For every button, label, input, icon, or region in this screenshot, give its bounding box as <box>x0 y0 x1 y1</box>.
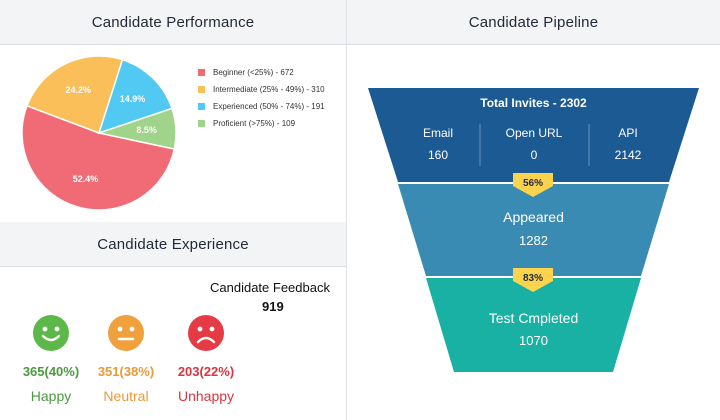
legend-item-intermediate[interactable]: Intermediate (25% - 49%) - 310 <box>198 81 325 98</box>
pipeline-title: Candidate Pipeline <box>468 13 599 31</box>
api-label: API <box>618 126 638 140</box>
pipeline-header: Candidate Pipeline <box>347 0 720 45</box>
legend-label-beginner: Beginner (<25%) - 672 <box>213 68 294 77</box>
left-panel: Candidate Performance 52.4% 24.2% 14.9% 8.5… <box>0 0 346 420</box>
happy-face-icon <box>33 315 69 351</box>
pie-label-experienced: 14.9% <box>120 94 146 104</box>
appeared-value: 1282 <box>519 233 548 248</box>
pipeline-funnel <box>368 88 699 372</box>
performance-pie-chart: 52.4% 24.2% 14.9% 8.5% <box>21 55 177 211</box>
feedback-count: 919 <box>262 299 284 314</box>
legend-swatch-experienced <box>198 103 205 110</box>
legend-label-proficient: Proficient (>75%) - 109 <box>213 119 296 128</box>
right-panel: Candidate Pipeline Total Invites - 2302 … <box>347 0 720 420</box>
legend-swatch-intermediate <box>198 86 205 93</box>
funnel-stage-completed[interactable] <box>426 278 641 372</box>
legend-swatch-proficient <box>198 120 205 127</box>
completed-label: Test Cmpleted <box>488 310 579 326</box>
conversion-badge-2-text: 83% <box>522 273 543 284</box>
total-invites-title: Total Invites - 2302 <box>480 96 587 110</box>
pie-slice-experienced[interactable] <box>97 58 173 135</box>
unhappy-face-icon <box>188 315 224 351</box>
funnel-stage-invites[interactable] <box>368 88 699 182</box>
open-url-value: 0 <box>530 148 538 162</box>
conversion-badge-2 <box>513 268 553 292</box>
legend-label-intermediate: Intermediate (25% - 49%) - 310 <box>213 85 325 94</box>
pie-slice-intermediate[interactable] <box>26 55 124 134</box>
open-url-label: Open URL <box>505 126 563 140</box>
legend-swatch-beginner <box>198 69 205 76</box>
legend-item-proficient[interactable]: Proficient (>75%) - 109 <box>198 115 325 132</box>
email-label: Email <box>422 126 453 140</box>
completed-value: 1070 <box>519 333 548 348</box>
performance-title: Candidate Performance <box>91 13 255 31</box>
funnel-stage-appeared[interactable] <box>398 184 669 276</box>
experience-header: Candidate Experience <box>0 222 346 267</box>
happy-label: Happy <box>30 388 72 404</box>
legend-item-experienced[interactable]: Experienced (50% - 74%) - 191 <box>198 98 325 115</box>
experience-title: Candidate Experience <box>97 235 249 253</box>
unhappy-label: Unhappy <box>177 388 235 404</box>
pie-label-beginner: 52.4% <box>73 174 99 184</box>
legend-item-beginner[interactable]: Beginner (<25%) - 672 <box>198 64 325 81</box>
pie-label-intermediate: 24.2% <box>65 85 91 95</box>
appeared-label: Appeared <box>503 209 564 225</box>
panel-divider <box>346 0 347 420</box>
neutral-label: Neutral <box>103 388 149 404</box>
feedback-title: Candidate Feedback <box>210 280 330 295</box>
performance-header: Candidate Performance <box>0 0 346 45</box>
pie-label-proficient: 8.5% <box>136 125 157 135</box>
unhappy-value: 203(22%) <box>177 364 235 379</box>
email-value: 160 <box>427 148 449 162</box>
pie-slice-proficient[interactable] <box>96 107 177 150</box>
legend-label-experienced: Experienced (50% - 74%) - 191 <box>213 102 325 111</box>
conversion-badge-1-text: 56% <box>522 178 543 189</box>
api-value: 2142 <box>614 148 642 162</box>
conversion-badge-1 <box>513 173 553 197</box>
neutral-value: 351(38%) <box>97 364 155 379</box>
pie-slice-beginner[interactable] <box>21 104 176 211</box>
neutral-face-icon <box>108 315 144 351</box>
performance-legend: Beginner (<25%) - 672 Intermediate (25% … <box>198 64 325 132</box>
happy-value: 365(40%) <box>22 364 80 379</box>
